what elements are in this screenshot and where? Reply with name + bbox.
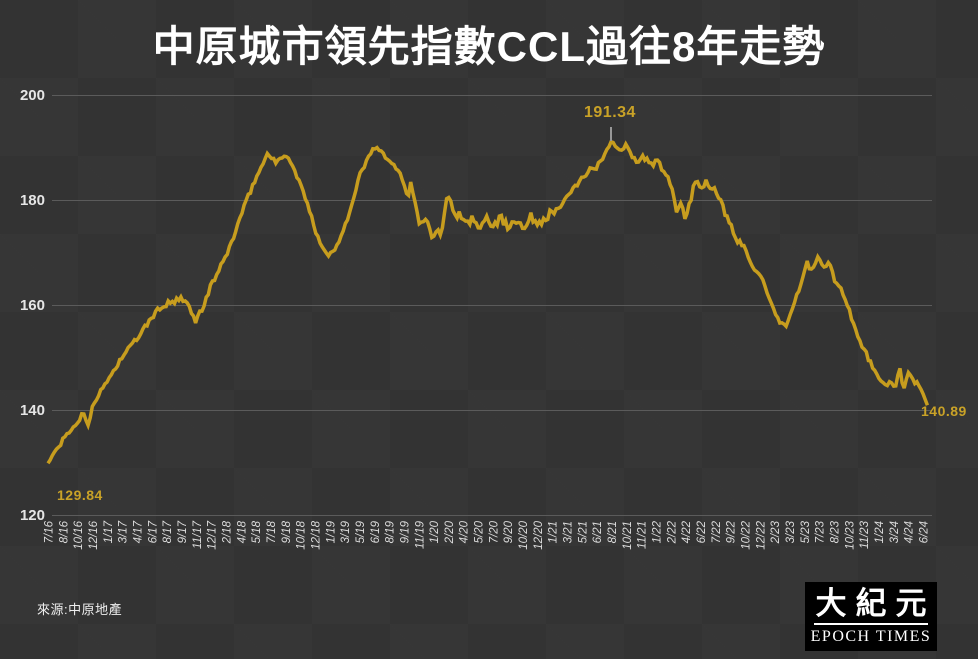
x-tick-label-5-20: 5/20 <box>474 520 486 543</box>
x-tick-label-8-23: 8/23 <box>829 520 841 543</box>
x-tick-label-11-19: 11/19 <box>414 520 426 549</box>
ccl-line-series <box>46 139 930 465</box>
x-tick-label-10-21: 10/21 <box>622 521 634 550</box>
x-tick-label-5-23: 5/23 <box>800 520 812 543</box>
x-tick-label-12-20: 12/20 <box>533 520 545 549</box>
x-tick-label-11-17: 11/17 <box>192 520 204 549</box>
x-tick-label-6-21: 6/21 <box>592 521 604 543</box>
x-tick-label-2-18: 2/18 <box>221 520 233 544</box>
x-tick-label-7-18: 7/18 <box>266 520 278 543</box>
x-tick-label-9-17: 9/17 <box>177 520 189 543</box>
x-tick-label-11-23: 11/23 <box>859 520 871 549</box>
chart-title: 中原城市領先指數CCL過往8年走勢 <box>152 23 826 70</box>
x-tick-label-6-17: 6/17 <box>147 520 159 543</box>
x-tick-label-10-23: 10/23 <box>844 520 856 549</box>
x-tick-label-12-16: 12/16 <box>88 520 100 549</box>
x-tick-label-4-18: 4/18 <box>236 520 248 543</box>
x-tick-label-9-20: 9/20 <box>503 520 515 543</box>
x-tick-label-3-24: 3/24 <box>889 521 901 543</box>
x-tick-label-12-22: 12/22 <box>755 520 767 549</box>
annotation-peak-value: 191.34 <box>584 104 636 121</box>
x-tick-label-3-17: 3/17 <box>118 520 130 543</box>
x-tick-label-10-22: 10/22 <box>741 520 753 549</box>
y-tick-label-120: 120 <box>20 507 45 524</box>
y-tick-label-160: 160 <box>20 297 45 314</box>
x-tick-label-3-21: 3/21 <box>563 521 575 543</box>
x-tick-label-8-19: 8/19 <box>385 520 397 543</box>
x-tick-label-6-24: 6/24 <box>918 521 930 543</box>
x-tick-label-8-17: 8/17 <box>162 520 174 543</box>
x-tick-label-7-16: 7/16 <box>44 520 56 543</box>
x-tick-label-9-19: 9/19 <box>399 520 411 543</box>
logo-chinese-text: 大紀元 <box>815 585 936 621</box>
x-tick-label-7-22: 7/22 <box>711 520 723 543</box>
x-tick-label-10-18: 10/18 <box>296 520 308 549</box>
x-tick-label-1-20: 1/20 <box>429 520 441 543</box>
y-tick-label-180: 180 <box>20 192 45 209</box>
x-tick-label-5-19: 5/19 <box>355 520 367 543</box>
x-tick-label-1-22: 1/22 <box>652 520 664 543</box>
x-tick-label-9-22: 9/22 <box>726 520 738 543</box>
x-tick-label-7-23: 7/23 <box>815 520 827 543</box>
x-tick-label-8-16: 8/16 <box>58 520 70 543</box>
x-tick-label-4-20: 4/20 <box>459 520 471 543</box>
annotation-start-value: 129.84 <box>57 487 103 503</box>
x-tick-label-9-18: 9/18 <box>281 520 293 543</box>
x-tick-label-5-18: 5/18 <box>251 520 263 543</box>
x-tick-label-1-21: 1/21 <box>548 521 560 543</box>
logo-divider <box>814 623 928 626</box>
x-tick-label-3-23: 3/23 <box>785 520 797 543</box>
x-tick-label-10-16: 10/16 <box>73 520 85 549</box>
x-tick-label-2-20: 2/20 <box>444 520 456 544</box>
logo-english-text: EPOCH TIMES <box>810 628 932 646</box>
x-tick-label-6-19: 6/19 <box>370 520 382 543</box>
x-tick-label-11-21: 11/21 <box>637 521 649 549</box>
x-tick-label-8-21: 8/21 <box>607 521 619 543</box>
x-tick-label-2-22: 2/22 <box>666 520 678 544</box>
x-tick-label-4-24: 4/24 <box>904 521 916 543</box>
y-tick-label-200: 200 <box>20 87 45 104</box>
x-tick-label-2-23: 2/23 <box>770 520 782 544</box>
annotation-end-value: 140.89 <box>921 403 967 419</box>
epoch-times-logo: 大紀元 EPOCH TIMES <box>805 582 937 651</box>
x-tick-label-12-18: 12/18 <box>310 520 322 549</box>
x-tick-label-6-22: 6/22 <box>696 520 708 543</box>
x-tick-label-4-17: 4/17 <box>132 520 144 543</box>
x-tick-label-10-20: 10/20 <box>518 520 530 549</box>
x-tick-label-4-22: 4/22 <box>681 520 693 543</box>
annotation-peak-tick <box>610 127 612 141</box>
x-tick-label-12-17: 12/17 <box>207 520 219 549</box>
x-tick-label-1-24: 1/24 <box>874 521 886 543</box>
x-tick-label-1-19: 1/19 <box>325 520 337 543</box>
x-tick-label-7-20: 7/20 <box>488 520 500 543</box>
x-tick-label-5-21: 5/21 <box>577 521 589 543</box>
y-tick-label-140: 140 <box>20 402 45 419</box>
x-tick-label-3-19: 3/19 <box>340 520 352 543</box>
source-label: 來源:中原地產 <box>37 602 123 617</box>
x-tick-label-1-17: 1/17 <box>103 520 115 543</box>
